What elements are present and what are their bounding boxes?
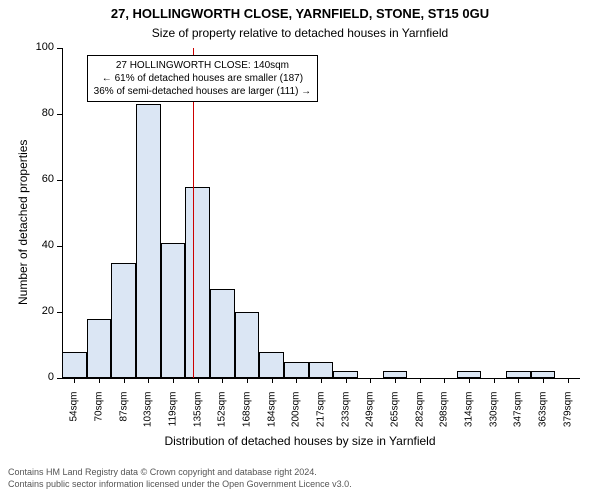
chart-container: 27, HOLLINGWORTH CLOSE, YARNFIELD, STONE… — [0, 0, 600, 500]
footer-line-1: Contains HM Land Registry data © Crown c… — [8, 466, 352, 478]
y-tick-label: 20 — [24, 305, 54, 317]
histogram-bar — [383, 371, 408, 378]
x-tick-mark — [296, 378, 297, 383]
histogram-bar — [185, 187, 210, 378]
histogram-bar — [87, 319, 112, 378]
histogram-bar — [210, 289, 235, 378]
x-tick-mark — [395, 378, 396, 383]
histogram-bar — [531, 371, 556, 378]
y-tick-label: 60 — [24, 173, 54, 185]
x-tick-mark — [272, 378, 273, 383]
x-tick-mark — [469, 378, 470, 383]
y-tick-label: 0 — [24, 371, 54, 383]
y-tick-mark — [57, 48, 62, 49]
x-tick-mark — [148, 378, 149, 383]
y-tick-mark — [57, 378, 62, 379]
plot-area: 020406080100 54sqm70sqm87sqm103sqm119sqm… — [62, 48, 580, 378]
x-tick-mark — [173, 378, 174, 383]
info-box: 27 HOLLINGWORTH CLOSE: 140sqm ← 61% of d… — [87, 55, 319, 102]
x-tick-mark — [321, 378, 322, 383]
histogram-bar — [333, 371, 358, 378]
info-line-2: ← 61% of detached houses are smaller (18… — [94, 72, 312, 85]
x-tick-mark — [222, 378, 223, 383]
x-tick-mark — [420, 378, 421, 383]
info-line-1: 27 HOLLINGWORTH CLOSE: 140sqm — [94, 59, 312, 72]
y-tick-mark — [57, 312, 62, 313]
x-axis-label: Distribution of detached houses by size … — [0, 434, 600, 448]
y-tick-mark — [57, 180, 62, 181]
x-tick-mark — [370, 378, 371, 383]
x-tick-mark — [198, 378, 199, 383]
y-tick-mark — [57, 114, 62, 115]
histogram-bar — [235, 312, 260, 378]
x-tick-mark — [124, 378, 125, 383]
histogram-bar — [309, 362, 334, 379]
y-tick-label: 80 — [24, 107, 54, 119]
x-tick-mark — [494, 378, 495, 383]
histogram-bar — [62, 352, 87, 378]
x-tick-mark — [444, 378, 445, 383]
histogram-bar — [457, 371, 482, 378]
x-tick-mark — [74, 378, 75, 383]
x-tick-mark — [99, 378, 100, 383]
histogram-bar — [284, 362, 309, 379]
histogram-bar — [259, 352, 284, 378]
footer-attribution: Contains HM Land Registry data © Crown c… — [8, 466, 352, 490]
footer-line-2: Contains public sector information licen… — [8, 478, 352, 490]
y-axis-label: Number of detached properties — [16, 140, 30, 305]
y-axis-line — [62, 48, 63, 378]
x-tick-mark — [543, 378, 544, 383]
y-tick-mark — [57, 246, 62, 247]
y-tick-label: 100 — [24, 41, 54, 53]
histogram-bar — [111, 263, 136, 379]
histogram-bar — [506, 371, 531, 378]
histogram-bar — [136, 104, 161, 378]
chart-title-address: 27, HOLLINGWORTH CLOSE, YARNFIELD, STONE… — [0, 6, 600, 21]
x-tick-mark — [247, 378, 248, 383]
y-tick-label: 40 — [24, 239, 54, 251]
chart-title-subtitle: Size of property relative to detached ho… — [0, 26, 600, 40]
histogram-bar — [161, 243, 186, 378]
x-tick-mark — [346, 378, 347, 383]
x-tick-mark — [518, 378, 519, 383]
info-line-3: 36% of semi-detached houses are larger (… — [94, 85, 312, 98]
x-tick-mark — [568, 378, 569, 383]
